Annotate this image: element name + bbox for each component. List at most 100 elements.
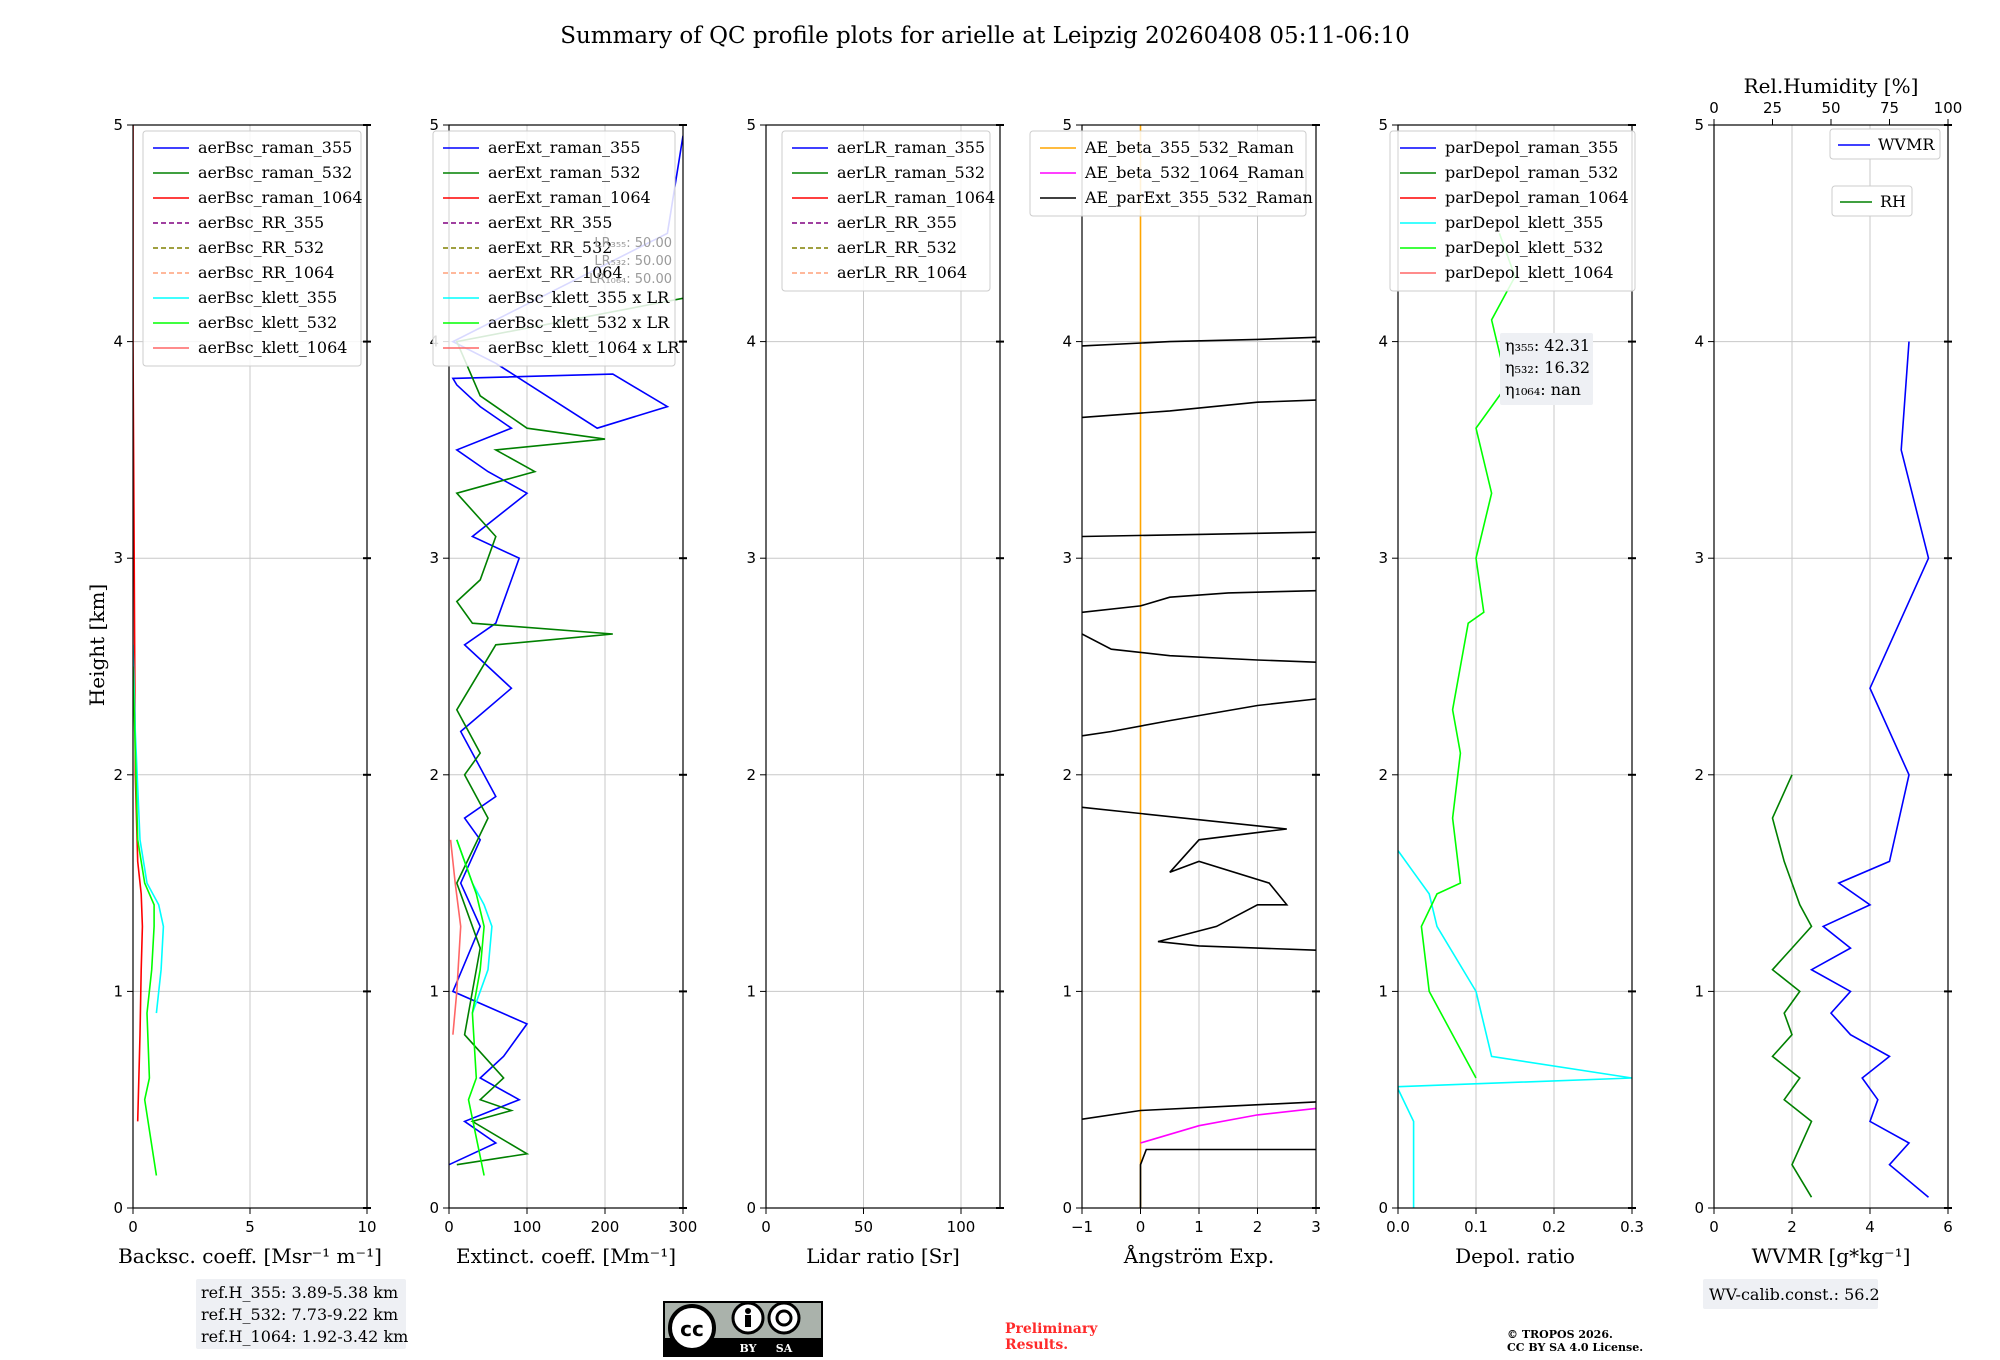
series-line-parDepol_klett_355: [1398, 850, 1632, 1208]
x-axis-label: Extinct. coeff. [Mm⁻¹]: [456, 1244, 676, 1268]
y-tick-label: 1: [113, 982, 123, 1000]
y-tick-label: 1: [1378, 982, 1388, 1000]
legend-box: [432, 130, 676, 367]
legend-entry: aerLR_raman_532: [837, 163, 985, 182]
svg-text:cc: cc: [680, 1317, 704, 1341]
legend-entry: aerExt_RR_532: [488, 238, 612, 257]
y-tick-label: 5: [1694, 116, 1704, 134]
panel-depol: 0.0 0.1 0.2 0.3 0 1 2 3 4 5 Depol. ratio parDepol_r…: [1378, 116, 1643, 1268]
cc-sa-label: SA: [776, 1342, 793, 1355]
legend-entry: aerExt_raman_1064: [488, 188, 651, 207]
series-line-AE_beta_532_1064_Raman: [1140, 1107, 1316, 1144]
x-tick-label: −1: [1071, 1218, 1093, 1236]
legend-box: [1029, 130, 1307, 217]
x-tick-label: 100: [947, 1218, 976, 1236]
legend-entry: parDepol_klett_355: [1445, 213, 1603, 232]
legend-box: [781, 130, 991, 292]
x-tick-label: 0.2: [1542, 1218, 1566, 1236]
panel-lr: 0 50 100 0 1 2 3 4 5 Lidar ratio [Sr] aerLR_raman_…: [746, 116, 1004, 1268]
y-tick-label: 2: [1062, 766, 1072, 784]
x-tick-label: 1: [1194, 1218, 1204, 1236]
axes-frame: [1397, 124, 1633, 1209]
panel-wv: 0 2 4 6 0 1 2 3 4 5 WVMR [g*kg⁻¹] 0 25 50 75 100 Rel.Hum…: [1694, 74, 1962, 1268]
panel-ext: 0100200300012345Extinct. coeff. [Mm⁻¹]ae…: [429, 116, 697, 1268]
y-tick-label: 1: [429, 982, 439, 1000]
legend-entry: aerExt_RR_355: [488, 213, 612, 232]
copyright-line-1: © TROPOS 2026.: [1507, 1328, 1613, 1341]
y-tick-label: 4: [113, 333, 123, 351]
series-line-AE_parExt_355_532_Raman: [1082, 633, 1316, 663]
series-line-AE_parExt_355_532_Raman: [1082, 589, 1316, 614]
legend-entry: parDepol_klett_1064: [1445, 263, 1614, 282]
legend-entry: parDepol_klett_532: [1445, 238, 1603, 257]
legend-entry: aerBsc_klett_355: [198, 288, 337, 307]
legend-entry: aerExt_raman_532: [488, 163, 641, 182]
legend-entry: aerBsc_klett_1064: [198, 338, 347, 357]
y-tick-label: 5: [429, 116, 439, 134]
y-tick-label: 3: [1378, 549, 1388, 567]
series-line-AE_parExt_355_532_Raman: [1082, 336, 1316, 347]
y-tick-label: 5: [113, 116, 123, 134]
y-tick-label: 2: [429, 766, 439, 784]
series-line-aerBsc_klett_355: [133, 644, 165, 1014]
y-tick-label: 2: [746, 766, 756, 784]
x-tick-label: 6: [1943, 1218, 1953, 1236]
top-x-tick-label: 25: [1763, 99, 1782, 117]
y-tick-label: 4: [1378, 333, 1388, 351]
legend-entry: aerLR_raman_1064: [837, 188, 995, 207]
x-tick-label: 5: [245, 1218, 255, 1236]
copyright-line-2: CC BY SA 4.0 License.: [1507, 1341, 1643, 1354]
y-tick-label: 5: [746, 116, 756, 134]
top-x-tick-label: 50: [1821, 99, 1840, 117]
axes-frame: [448, 124, 684, 1209]
axes-frame: [765, 124, 1001, 1209]
lr-label: LR₁₀₆₄: 50.00: [589, 272, 672, 287]
x-axis-label: WVMR [g*kg⁻¹]: [1752, 1244, 1911, 1268]
eta-label: η₁₀₆₄: nan: [1505, 380, 1581, 399]
x-axis-label: Depol. ratio: [1455, 1244, 1575, 1268]
x-tick-label: 3: [1311, 1218, 1321, 1236]
legend-entry: aerBsc_klett_532 x LR: [488, 313, 670, 332]
ref-height-box: ref.H_355: 3.89-5.38 km ref.H_532: 7.73-…: [196, 1279, 408, 1349]
legend-entry: AE_beta_355_532_Raman: [1084, 138, 1294, 157]
lr-label: LR₅₃₂: 50.00: [594, 254, 672, 269]
x-axis-label: Ångström Exp.: [1123, 1243, 1274, 1268]
x-tick-label: 0.1: [1464, 1218, 1488, 1236]
x-tick-label: 0: [761, 1218, 771, 1236]
x-tick-label: 0: [444, 1218, 454, 1236]
preliminary-note-1: Preliminary: [1005, 1321, 1098, 1337]
series-line-aerBsc_klett_532: [133, 666, 158, 1176]
y-tick-label: 0: [1378, 1199, 1388, 1217]
series-line-AE_parExt_355_532_Raman: [1139, 1148, 1316, 1208]
legend-entry: aerLR_raman_355: [837, 138, 985, 157]
x-axis-label: Lidar ratio [Sr]: [806, 1244, 960, 1268]
legend-entry: aerBsc_raman_532: [198, 163, 352, 182]
ref-height-1064: ref.H_1064: 1.92-3.42 km: [201, 1327, 408, 1346]
figure-title: Summary of QC profile plots for arielle …: [560, 23, 1410, 49]
preliminary-note-2: Results.: [1005, 1337, 1068, 1353]
eta-label: η₃₅₅: 42.31: [1505, 336, 1590, 355]
y-tick-label: 0: [1694, 1199, 1704, 1217]
legend-entry: WVMR: [1878, 135, 1935, 154]
legend-entry: AE_parExt_355_532_Raman: [1084, 188, 1313, 207]
series-line-AE_parExt_355_532_Raman: [1082, 531, 1316, 538]
y-tick-label: 0: [113, 1199, 123, 1217]
x-tick-label: 0: [128, 1218, 138, 1236]
y-tick-label: 4: [1694, 333, 1704, 351]
legend-box: [1829, 128, 1941, 160]
legend-entry: AE_beta_532_1064_Raman: [1084, 163, 1304, 182]
eta-label: η₅₃₂: 16.32: [1505, 358, 1590, 377]
y-tick-label: 2: [113, 766, 123, 784]
y-tick-label: 2: [1694, 766, 1704, 784]
legend-entry: RH: [1880, 192, 1906, 211]
legend-entry: aerBsc_RR_532: [198, 238, 324, 257]
top-x-tick-label: 0: [1709, 99, 1719, 117]
legend-entry: parDepol_raman_1064: [1445, 188, 1629, 207]
legend-entry: aerBsc_raman_355: [198, 138, 352, 157]
y-tick-label: 3: [1694, 549, 1704, 567]
y-tick-label: 1: [1694, 982, 1704, 1000]
eta-box: [1500, 333, 1593, 405]
legend-box: [1389, 130, 1636, 292]
